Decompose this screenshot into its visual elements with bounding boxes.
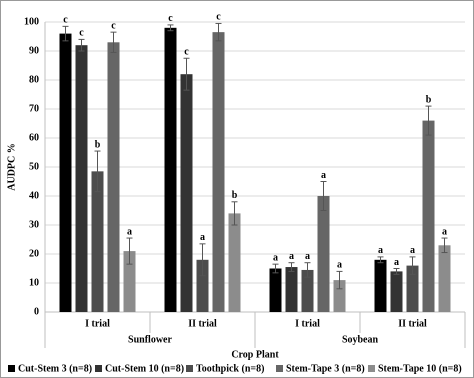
- y-tick-label: 40: [29, 190, 39, 201]
- bar: [59, 33, 72, 312]
- y-tick-label: 10: [29, 277, 39, 288]
- data-label: a: [378, 245, 383, 256]
- bar: [107, 42, 120, 313]
- y-tick-label: 70: [29, 103, 39, 114]
- data-label: a: [410, 245, 415, 256]
- data-label: a: [442, 226, 447, 237]
- group-label: Soybean: [342, 334, 379, 345]
- y-tick-label: 0: [34, 306, 39, 317]
- bar: [228, 213, 241, 312]
- legend-swatch: [186, 365, 193, 372]
- data-label: c: [216, 12, 221, 23]
- legend-label: Stem-Tape 3 (n=8): [286, 363, 365, 374]
- y-tick-label: 20: [29, 248, 39, 259]
- data-label: a: [289, 251, 294, 262]
- x-tick-label: I trial: [85, 318, 110, 329]
- bar: [317, 196, 330, 312]
- legend-label: Toothpick (n=8): [196, 363, 264, 374]
- data-label: a: [305, 251, 310, 262]
- data-label: b: [95, 139, 101, 150]
- bar: [390, 271, 403, 312]
- bar: [438, 245, 451, 312]
- bar: [333, 280, 346, 312]
- bar: [285, 267, 298, 312]
- bar: [75, 45, 88, 312]
- y-tick-label: 100: [24, 16, 39, 27]
- legend-swatch: [368, 365, 375, 372]
- legend-label: Cut-Stem 3 (n=8): [18, 363, 92, 374]
- legend-swatch: [8, 365, 15, 372]
- data-label: c: [184, 47, 189, 58]
- group-label: Sunflower: [128, 334, 172, 345]
- data-label: b: [426, 94, 432, 105]
- data-label: c: [79, 28, 84, 39]
- bar: [212, 32, 225, 313]
- data-label: a: [200, 232, 205, 243]
- data-label: a: [127, 226, 132, 237]
- data-label: a: [273, 252, 278, 263]
- data-label: c: [63, 15, 68, 26]
- legend-swatch: [276, 365, 283, 372]
- bar: [269, 268, 282, 312]
- bar: [196, 259, 209, 312]
- bar: [374, 259, 387, 312]
- data-label: a: [337, 260, 342, 271]
- legend-swatch: [95, 365, 102, 372]
- y-tick-label: 80: [29, 74, 39, 85]
- x-tick-label: II trial: [188, 318, 217, 329]
- y-tick-label: 60: [29, 132, 39, 143]
- x-axis-label: Crop Plant: [231, 349, 279, 360]
- legend-label: Cut-Stem 10 (n=8): [105, 363, 184, 374]
- data-label: b: [232, 190, 238, 201]
- bar: [91, 171, 104, 312]
- bar: [406, 265, 419, 312]
- bar: [164, 27, 177, 313]
- data-label: c: [111, 20, 116, 31]
- bar: [301, 269, 314, 312]
- data-label: a: [321, 170, 326, 181]
- y-tick-label: 90: [29, 45, 39, 56]
- bar: [123, 251, 136, 312]
- x-tick-label: I trial: [295, 318, 320, 329]
- data-label: a: [394, 257, 399, 268]
- y-tick-label: 50: [29, 161, 39, 172]
- legend-label: Stem-Tape 10 (n=8): [378, 363, 462, 374]
- y-axis-label: AUDPC %: [6, 143, 17, 191]
- bar: [422, 120, 435, 312]
- bar: [180, 74, 193, 312]
- data-label: c: [168, 13, 173, 24]
- y-tick-label: 30: [29, 219, 39, 230]
- x-tick-label: II trial: [398, 318, 427, 329]
